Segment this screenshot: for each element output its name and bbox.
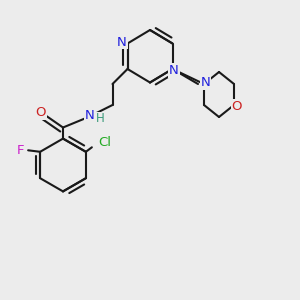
Text: N: N <box>117 35 127 49</box>
Text: N: N <box>169 64 179 77</box>
Text: N: N <box>201 76 210 89</box>
Text: N: N <box>85 109 95 122</box>
Text: H: H <box>96 112 105 125</box>
Text: O: O <box>35 106 46 119</box>
Text: F: F <box>17 144 24 157</box>
Text: Cl: Cl <box>98 136 111 149</box>
Text: O: O <box>232 100 242 113</box>
